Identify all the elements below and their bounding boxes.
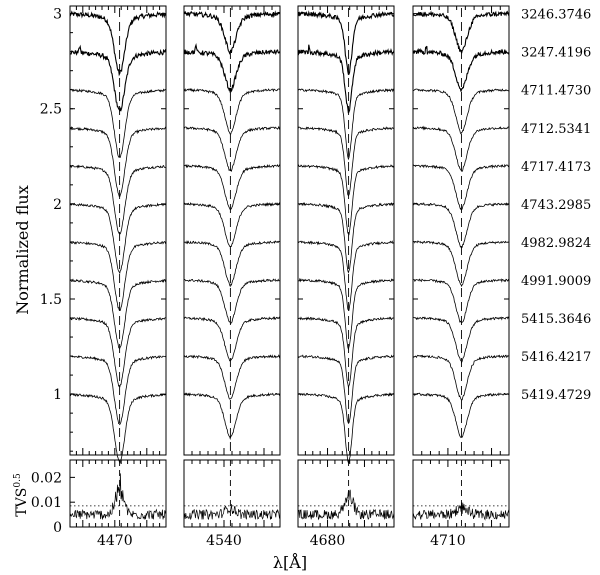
spectrum-line: [412, 354, 509, 401]
x-axis-label: λ[Å]: [273, 552, 307, 572]
tvs-axis-label: TVS0.5: [13, 473, 30, 517]
epoch-label: 4712.5341: [521, 122, 591, 137]
spectrum-line: [297, 164, 395, 236]
spectrum-line: [183, 202, 281, 248]
spectrum-line: [297, 392, 395, 464]
spectrum-line: [412, 316, 510, 364]
tvs-axis: 0 0.01 0.02: [31, 470, 75, 536]
y-tick-label: 1: [53, 387, 62, 403]
spectrum-line: [412, 202, 510, 249]
spectrum-line: [69, 241, 167, 311]
x-tick-label: 4680: [310, 533, 346, 549]
y-tick-label: 3: [53, 7, 62, 23]
spectrum-line: [183, 87, 281, 135]
epoch-label: 4982.9824: [521, 236, 591, 251]
spectrum-line: [297, 201, 395, 274]
spectrum-line: [69, 316, 167, 389]
spectrum-line: [298, 316, 395, 389]
epoch-label: 3247.4196: [521, 46, 591, 61]
panel-frame: [412, 5, 510, 456]
spectrum-line: [69, 125, 167, 198]
tvs-frame: [297, 459, 395, 528]
spectrum-line: [297, 240, 395, 311]
panel-frame: [183, 5, 281, 456]
spectrum-line: [183, 239, 281, 288]
epoch-labels: 3246.3746 3247.4196 4711.4730 4712.5341 4717…: [521, 8, 591, 404]
spectrum-line: [412, 10, 510, 54]
spectrum-line: [183, 163, 281, 211]
spectrum-line: [183, 42, 281, 93]
x-tick-label: 4710: [430, 533, 466, 549]
spectrum-line: [183, 354, 281, 400]
spectrum-line: [69, 278, 167, 349]
panel-2: 4540: [183, 5, 281, 549]
tvs-tick-label: 0: [53, 520, 62, 536]
tvs-line: [183, 504, 281, 521]
spectrum-line: [69, 202, 167, 275]
spectrum-line: [412, 125, 510, 172]
spectrum-line: [69, 88, 167, 158]
spectrum-line: [183, 278, 281, 324]
panel-3: 4680: [297, 5, 395, 549]
spectrum-line: [297, 44, 395, 114]
epoch-label: 5419.4729: [521, 388, 591, 403]
y-tick-label: 2.5: [40, 102, 62, 118]
tvs-line: [412, 502, 510, 521]
flux-axis: 1 1.5 2 2.5 3: [40, 7, 73, 452]
tvs-tick-label: 0.01: [31, 495, 62, 511]
spectrum-line: [412, 240, 510, 288]
y-tick-label: 2: [53, 197, 62, 213]
spectral-panels: 4470 4540 4680 4710: [69, 5, 510, 549]
spectrum-line: [412, 392, 510, 439]
spectrum-line: [69, 393, 167, 465]
y-tick-label: 1.5: [40, 292, 62, 308]
spectrum-line: [183, 125, 281, 173]
epoch-label: 4991.9009: [521, 274, 591, 289]
tvs-line: [69, 473, 167, 521]
tvs-frame: [69, 459, 167, 528]
epoch-label: 5416.4217: [521, 350, 591, 365]
spectrum-line: [297, 354, 395, 424]
spectrum-line: [297, 10, 395, 76]
spectrum-line: [183, 316, 281, 362]
spectrum-line: [69, 164, 167, 235]
y-axis-label: Normalized flux: [13, 185, 32, 314]
epoch-label: 4717.4173: [521, 160, 591, 175]
spectrum-line: [412, 88, 510, 135]
spectrum-line: [297, 277, 395, 350]
spectrum-line: [297, 88, 395, 161]
spectrum-line: [69, 10, 167, 77]
spectrum-line: [412, 163, 510, 211]
tvs-line: [297, 489, 395, 521]
epoch-label: 4743.2985: [521, 198, 591, 213]
spectrum-line: [412, 278, 510, 324]
panel-frame: [69, 5, 167, 456]
panel-1: 4470: [69, 5, 167, 549]
panel-4: 4710: [412, 5, 510, 549]
epoch-label: 4711.4730: [521, 84, 591, 99]
spectrum-line: [183, 10, 281, 55]
epoch-label: 3246.3746: [521, 8, 591, 23]
epoch-label: 5415.3646: [521, 312, 591, 327]
x-tick-label: 4470: [97, 533, 133, 549]
spectrum-line: [412, 45, 510, 92]
x-tick-label: 4540: [206, 533, 242, 549]
spectrum-line: [69, 355, 167, 426]
spectrum-line: [70, 44, 167, 112]
tvs-tick-label: 0.02: [31, 470, 62, 486]
spectrum-line: [183, 392, 281, 441]
panel-frame: [297, 5, 395, 456]
spectrum-line: [297, 126, 395, 197]
